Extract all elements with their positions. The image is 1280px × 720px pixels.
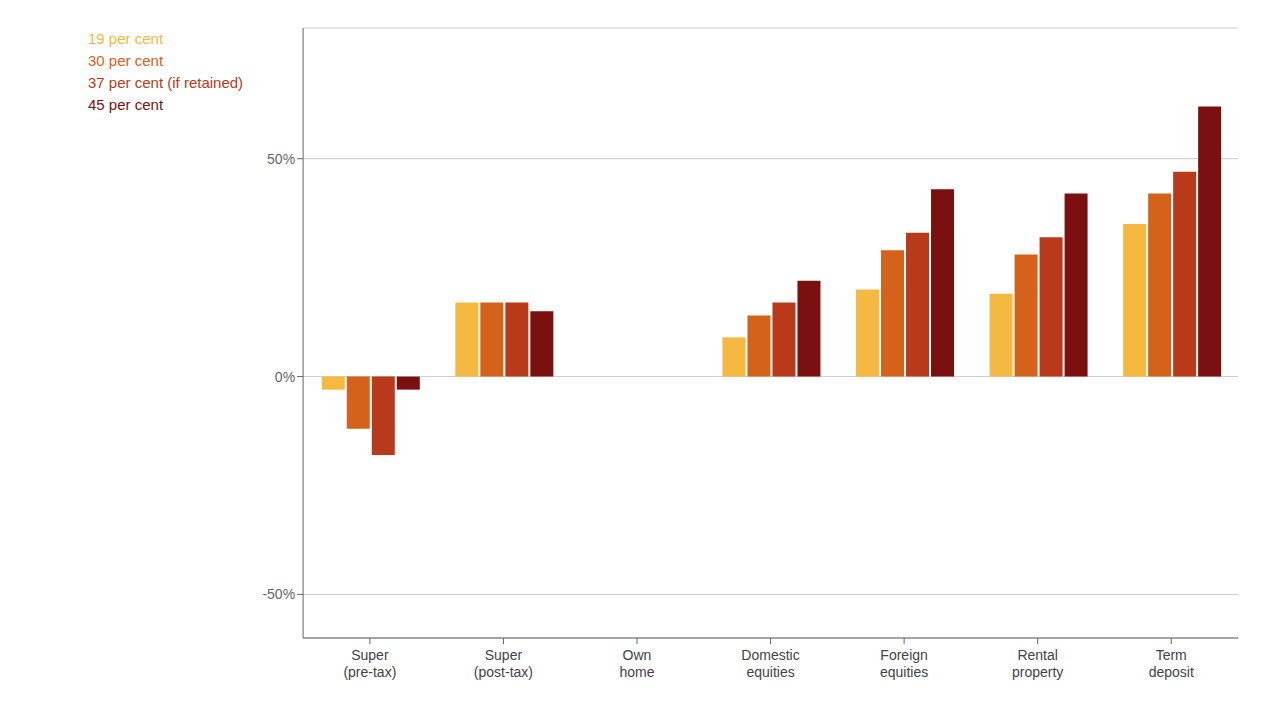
html-text:45 per cent: 45 per cent <box>88 96 164 113</box>
svg-text:Super(post-tax): Super(post-tax) <box>474 647 533 680</box>
svg-text:0%: 0% <box>275 369 295 385</box>
svg-text:Foreignequities: Foreignequities <box>880 647 928 680</box>
svg-text:Super(pre-tax): Super(pre-tax) <box>343 647 396 680</box>
svg-text:-50%: -50% <box>262 586 295 602</box>
html-text:37 per cent (if retained): 37 per cent (if retained) <box>88 74 244 91</box>
html-text:19 per cent: 19 per cent <box>88 30 164 47</box>
svg-text:Termdeposit: Termdeposit <box>1149 647 1194 680</box>
html-text:30 per cent: 30 per cent <box>88 52 164 69</box>
svg-text:Ownhome: Ownhome <box>619 647 654 680</box>
svg-text:Domesticequities: Domesticequities <box>741 647 799 680</box>
svg-text:Rentalproperty: Rentalproperty <box>1012 647 1063 680</box>
svg-text:50%: 50% <box>267 151 295 167</box>
